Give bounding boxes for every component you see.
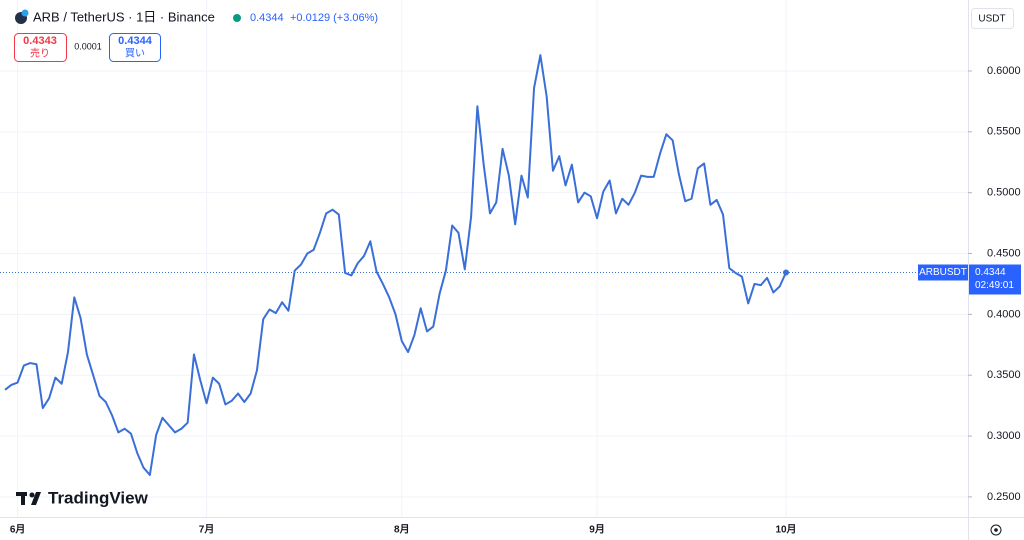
buy-price[interactable]: 0.4344	[118, 35, 153, 47]
price-line	[4, 54, 787, 477]
sell-price[interactable]: 0.4343	[23, 35, 57, 47]
buy-label[interactable]: 買い	[125, 48, 145, 60]
symbol-title: ARB / TetherUS · 1日 · Binance	[33, 9, 215, 24]
settings-icon[interactable]	[994, 528, 998, 532]
y-tick-label: 0.4500	[987, 247, 1021, 259]
y-tick-label: 0.6000	[987, 65, 1021, 77]
logo-mark	[31, 492, 41, 505]
sell-box[interactable]	[14, 33, 67, 62]
logo-mark	[29, 492, 35, 498]
symbol-tag-label: ARBUSDT	[919, 267, 967, 278]
y-tick-label: 0.2500	[987, 491, 1021, 503]
x-tick-label: 8月	[394, 524, 410, 536]
y-tick-label: 0.3500	[987, 369, 1021, 381]
price-tag-value: 0.4344	[975, 267, 1006, 278]
y-tick-label: 0.5000	[987, 187, 1021, 199]
price-tag	[969, 264, 1021, 295]
price-change: +0.0129 (+3.06%)	[290, 12, 378, 24]
countdown: 02:49:01	[975, 280, 1014, 291]
x-tick-label: 7月	[199, 524, 215, 536]
y-tick-label: 0.4000	[987, 308, 1021, 320]
symbol-tag	[918, 264, 968, 281]
sell-button[interactable]: 0.4343 売り	[14, 33, 67, 62]
y-tick-label: 0.3000	[987, 430, 1021, 442]
sell-label[interactable]: 売り	[30, 47, 50, 60]
symbol-icon	[21, 9, 29, 17]
currency[interactable]: USDT	[978, 14, 1005, 25]
buy-button[interactable]: 0.4344 買い	[109, 33, 161, 62]
logo: TradingView	[16, 488, 149, 507]
spread: 0.0001	[74, 41, 102, 51]
currency-box[interactable]	[971, 8, 1014, 29]
y-tick-label: 0.5500	[987, 126, 1021, 138]
logo-text: TradingView	[48, 488, 149, 507]
x-tick-label: 6月	[10, 524, 26, 536]
settings-icon[interactable]	[990, 524, 1002, 536]
last-price: 0.4344	[250, 12, 284, 24]
x-tick-label: 9月	[589, 524, 605, 536]
logo-mark	[21, 492, 25, 505]
currency-button[interactable]: USDT	[971, 8, 1014, 29]
buy-box[interactable]	[109, 33, 161, 62]
market-status	[233, 14, 241, 22]
x-tick-label: 10月	[775, 524, 796, 536]
grid	[0, 0, 968, 517]
